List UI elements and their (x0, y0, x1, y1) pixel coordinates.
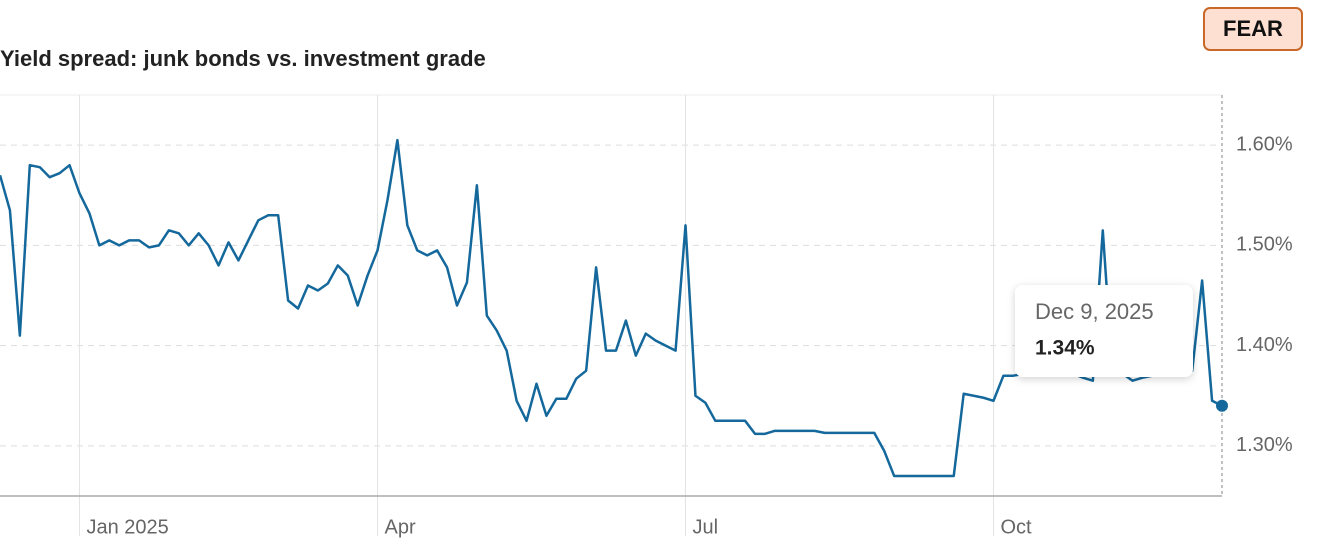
y-tick-label: 1.40% (1236, 334, 1293, 356)
badge-box (1203, 7, 1303, 51)
grid: 1.30% 1.40% 1.50% 1.60% Jan 2025 Apr Jul Oct (0, 94, 1293, 538)
x-tick-label: Apr (385, 516, 416, 538)
tooltip-date: Dec 9, 2025 (1035, 299, 1154, 324)
y-tick-label: 1.60% (1236, 133, 1293, 155)
highlight-point (1216, 399, 1228, 412)
x-tick-label: Jan 2025 (86, 516, 168, 538)
chart-title: Yield spread: junk bonds vs. investment … (0, 46, 486, 71)
y-tick-label: 1.30% (1236, 434, 1293, 456)
x-tick-label: Jul (693, 516, 719, 538)
tooltip: Dec 9, 2025 1.34% (1015, 285, 1193, 377)
badge: FEAR (1223, 16, 1283, 41)
x-tick-label: Oct (1000, 516, 1032, 538)
tooltip-value: 1.34% (1035, 337, 1095, 360)
tooltip-box (1015, 285, 1193, 377)
y-tick-label: 1.50% (1236, 234, 1293, 256)
